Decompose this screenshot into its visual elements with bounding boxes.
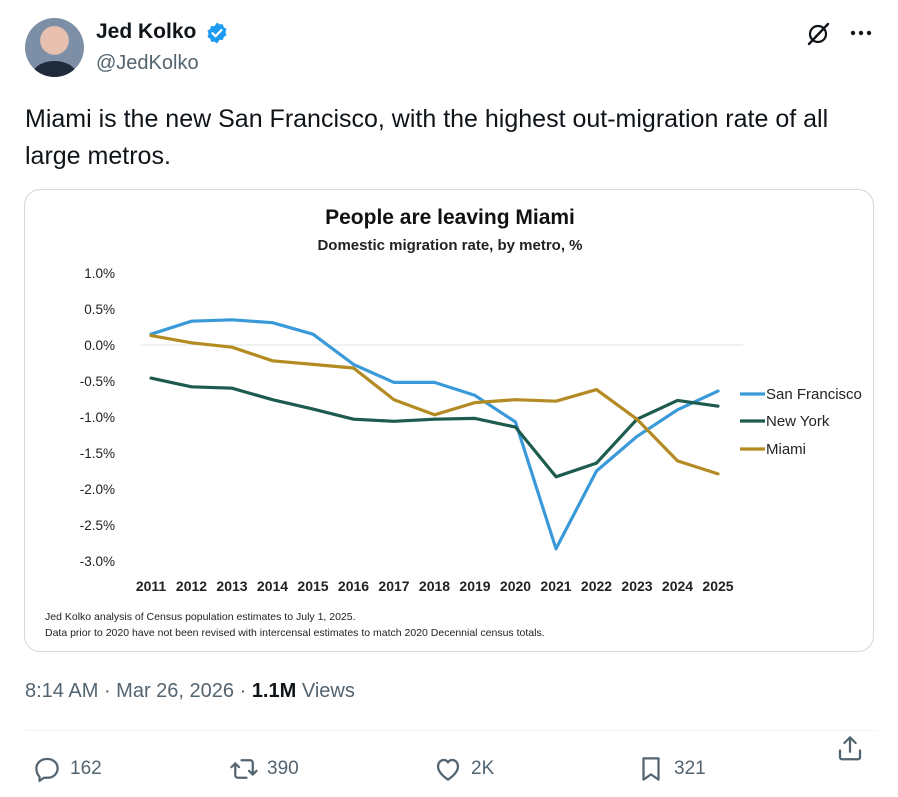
series-line-miami <box>151 336 718 474</box>
chart-title: People are leaving Miami <box>325 206 575 229</box>
legend-label-san-francisco: San Francisco <box>766 386 862 403</box>
like-button[interactable]: 2K <box>433 752 494 786</box>
x-tick-label: 2016 <box>338 578 369 594</box>
x-tick-label: 2024 <box>662 578 693 594</box>
x-tick-label: 2020 <box>500 578 531 594</box>
legend-label-miami: Miami <box>766 441 806 458</box>
repost-count: 390 <box>267 758 299 780</box>
x-tick-label: 2013 <box>216 578 247 594</box>
x-tick-label: 2025 <box>702 578 733 594</box>
meta-separator: · <box>234 680 252 702</box>
y-tick-label: 1.0% <box>84 266 115 281</box>
legend: San Francisco New York Miami <box>740 386 862 458</box>
y-tick-label: -0.5% <box>80 374 115 389</box>
y-tick-label: 0.5% <box>84 302 115 317</box>
x-tick-label: 2014 <box>257 578 288 594</box>
reply-count: 162 <box>70 758 102 780</box>
tweet-meta: 8:14 AM · Mar 26, 2026 · 1.1M Views <box>25 680 355 703</box>
bookmark-button[interactable]: 321 <box>636 752 706 786</box>
author-handle[interactable]: @JedKolko <box>96 52 199 75</box>
tweet-date[interactable]: Mar 26, 2026 <box>116 680 234 702</box>
meta-separator: · <box>98 680 116 702</box>
series-line-san-francisco <box>151 320 718 549</box>
legend-label-new-york: New York <box>766 413 830 430</box>
series-line-new-york <box>151 378 718 477</box>
chart-note-2: Data prior to 2020 have not been revised… <box>45 627 545 639</box>
tweet-time[interactable]: 8:14 AM <box>25 680 98 702</box>
more-options-icon[interactable] <box>848 20 874 46</box>
repost-button[interactable]: 390 <box>229 752 299 786</box>
bookmark-count: 321 <box>674 758 706 780</box>
x-tick-label: 2022 <box>581 578 612 594</box>
y-tick-label: -2.5% <box>80 518 115 533</box>
repost-icon <box>229 754 259 784</box>
chart-note-1: Jed Kolko analysis of Census population … <box>45 611 356 623</box>
bookmark-icon <box>636 754 666 784</box>
y-tick-label: 0.0% <box>84 338 115 353</box>
x-axis: 2011 2012 2013 2014 2015 2016 2017 2018 2019 2020… <box>136 578 734 594</box>
y-axis: 1.0% 0.5% 0.0% -0.5% -1.0% -1.5% -2.0% -2.5% -3.… <box>80 266 115 569</box>
series-lines <box>151 320 718 549</box>
x-tick-label: 2012 <box>176 578 207 594</box>
y-tick-label: -1.5% <box>80 446 115 461</box>
grok-icon[interactable] <box>805 21 831 47</box>
divider <box>25 730 875 731</box>
x-tick-label: 2017 <box>378 578 409 594</box>
heart-icon <box>433 754 463 784</box>
y-tick-label: -1.0% <box>80 410 115 425</box>
x-tick-label: 2018 <box>419 578 450 594</box>
y-tick-label: -3.0% <box>80 554 115 569</box>
x-tick-label: 2021 <box>540 578 571 594</box>
tweet-text: Miami is the new San Francisco, with the… <box>25 101 875 175</box>
x-tick-label: 2011 <box>136 578 167 594</box>
verified-badge-icon <box>205 21 229 45</box>
chart-image-card[interactable]: People are leaving Miami Domestic migrat… <box>24 189 874 652</box>
x-tick-label: 2019 <box>459 578 490 594</box>
y-tick-label: -2.0% <box>80 482 115 497</box>
author-name[interactable]: Jed Kolko <box>96 20 196 44</box>
line-chart: People are leaving Miami Domestic migrat… <box>25 190 874 652</box>
avatar[interactable] <box>25 18 84 77</box>
reply-icon <box>32 754 62 784</box>
share-icon[interactable] <box>835 733 865 763</box>
views-label: Views <box>296 680 355 702</box>
chart-subtitle: Domestic migration rate, by metro, % <box>317 237 582 254</box>
like-count: 2K <box>471 758 494 780</box>
reply-button[interactable]: 162 <box>32 752 102 786</box>
x-tick-label: 2023 <box>621 578 652 594</box>
x-tick-label: 2015 <box>297 578 328 594</box>
views-count: 1.1M <box>252 680 296 702</box>
